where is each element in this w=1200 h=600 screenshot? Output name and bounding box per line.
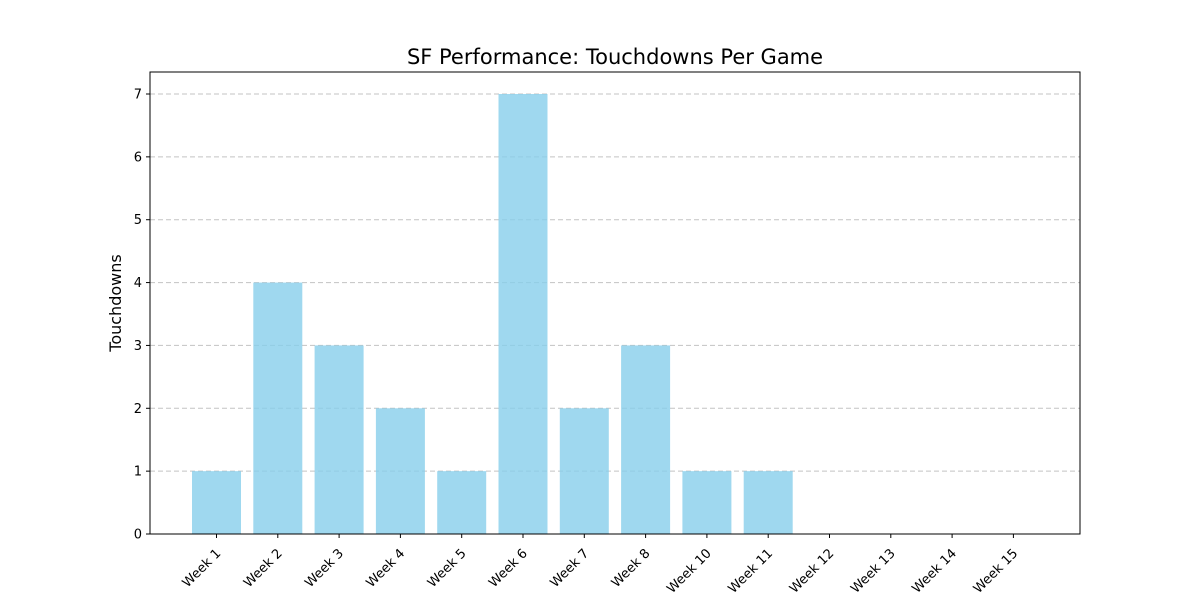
bar xyxy=(682,471,732,534)
x-tick-label: Week 2 xyxy=(241,546,286,591)
x-tick-label: Week 3 xyxy=(302,546,347,591)
bars xyxy=(192,94,793,534)
x-tick-label: Week 14 xyxy=(910,546,960,596)
x-tick-label: Week 13 xyxy=(848,546,898,596)
x-tick-label: Week 12 xyxy=(787,546,837,596)
bar xyxy=(314,345,364,534)
y-tick-label: 2 xyxy=(134,402,142,417)
bar xyxy=(253,282,303,534)
x-tick-label: Week 10 xyxy=(664,546,714,596)
bar xyxy=(498,94,548,534)
y-tick-label: 7 xyxy=(134,88,142,103)
x-tick-label: Week 5 xyxy=(425,546,470,591)
gridlines xyxy=(150,93,1080,472)
x-tick-label: Week 1 xyxy=(180,546,225,591)
bar xyxy=(621,345,671,534)
bar xyxy=(192,471,241,534)
x-tick-label: Week 15 xyxy=(971,546,1021,596)
y-axis-ticks: 0 1 2 3 4 5 6 7 xyxy=(134,88,150,543)
plot-area-frame xyxy=(149,71,1081,535)
y-tick-label: 0 xyxy=(134,528,142,543)
y-tick-label: 6 xyxy=(134,150,142,165)
x-tick-label: Week 8 xyxy=(609,546,654,591)
y-tick-label: 1 xyxy=(134,465,142,480)
y-tick-label: 3 xyxy=(134,339,142,354)
x-tick-label: Week 11 xyxy=(726,546,776,596)
bar xyxy=(437,471,487,534)
chart-title: SF Performance: Touchdowns Per Game xyxy=(407,45,823,69)
y-tick-label: 5 xyxy=(134,213,142,228)
y-axis-label: Touchdowns xyxy=(106,254,125,352)
y-tick-label: 4 xyxy=(134,276,142,291)
x-tick-label: Week 6 xyxy=(486,546,531,591)
x-tick-label: Week 4 xyxy=(364,546,409,591)
x-axis-ticks: Week 1 Week 2 Week 3 Week 4 Week 5 Week 6 Week… xyxy=(180,534,1021,597)
bar xyxy=(559,408,609,534)
x-tick-label: Week 7 xyxy=(548,546,593,591)
bar xyxy=(375,408,425,534)
bar xyxy=(743,471,793,534)
